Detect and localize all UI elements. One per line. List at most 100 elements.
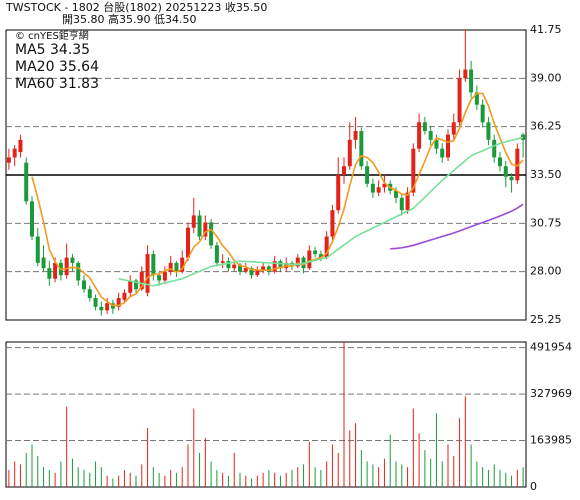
candle-body xyxy=(122,292,127,300)
candle-body xyxy=(41,257,46,269)
candle-body xyxy=(134,280,138,290)
candle-body xyxy=(422,122,427,132)
candle-body xyxy=(82,280,86,290)
candle-body xyxy=(214,245,219,263)
y-tick-label: 36.25 xyxy=(530,120,562,133)
candle-body xyxy=(347,139,352,167)
candle-body xyxy=(509,176,514,181)
watermark: © cnYES鉅亨網 xyxy=(15,29,89,42)
candle-body xyxy=(330,210,335,237)
candle-body xyxy=(353,131,358,140)
y-tick-label: 28.00 xyxy=(530,265,562,278)
candle-body xyxy=(365,166,370,184)
y-tick-label: 33.50 xyxy=(530,168,562,181)
candle-body xyxy=(278,261,283,269)
candle-body xyxy=(64,257,69,276)
candle-body xyxy=(411,148,416,193)
ma-line xyxy=(31,92,524,307)
candle-body xyxy=(197,215,202,237)
candle-body xyxy=(99,306,104,311)
candle-body xyxy=(255,269,260,276)
candle-body xyxy=(498,157,502,167)
candle-body xyxy=(180,257,185,272)
candle-body xyxy=(157,275,162,281)
candle-body xyxy=(18,139,23,153)
volume-tick-label: 327969 xyxy=(530,387,572,400)
candle-body xyxy=(232,264,237,269)
candle-body xyxy=(249,268,254,276)
candle-body xyxy=(191,215,196,228)
candle-body xyxy=(480,104,485,123)
candle-body xyxy=(243,268,248,272)
candle-body xyxy=(145,254,150,293)
candle-body xyxy=(12,148,17,158)
volume-panel xyxy=(5,341,527,488)
candle-body xyxy=(399,197,404,211)
ma-line xyxy=(118,136,524,287)
header-line1: TWSTOCK - 1802 台股(1802) 20251223 收35.50 xyxy=(5,0,267,14)
candle-body xyxy=(30,201,34,237)
candle-body xyxy=(324,236,329,258)
candle-body xyxy=(128,280,133,293)
candle-body xyxy=(6,157,11,163)
candle-body xyxy=(209,222,214,246)
candle-body xyxy=(318,254,323,258)
candle-body xyxy=(24,162,29,202)
candle-body xyxy=(359,131,364,167)
candle-body xyxy=(238,264,242,272)
candle-body xyxy=(440,148,445,158)
candle-body xyxy=(457,78,462,123)
candle-body xyxy=(35,236,40,263)
y-tick-label: 41.75 xyxy=(530,23,562,36)
candle-body xyxy=(463,69,468,79)
candle-body xyxy=(451,122,456,135)
candle-body xyxy=(428,131,433,140)
candle-body xyxy=(405,192,410,211)
candle-body xyxy=(492,139,497,158)
candle-body xyxy=(70,257,75,263)
candle-body xyxy=(186,227,190,258)
candle-body xyxy=(87,289,92,299)
candle-body xyxy=(226,261,231,269)
candle-body xyxy=(394,190,398,198)
candle-body xyxy=(469,69,474,93)
candle-body xyxy=(307,250,312,269)
y-tick-label: 30.75 xyxy=(530,216,562,229)
y-tick-label: 39.00 xyxy=(530,71,562,84)
y-tick-label: 25.25 xyxy=(530,313,562,326)
header-line2: 開35.80 高35.90 低34.50 xyxy=(62,12,196,26)
candle-body xyxy=(370,183,375,193)
candle-body xyxy=(434,139,439,149)
candle-body xyxy=(139,271,144,290)
candle-body xyxy=(295,257,300,267)
candle-body xyxy=(417,122,422,149)
candle-body xyxy=(486,122,491,140)
legend-entry: MA20 35.64 xyxy=(15,59,99,75)
candle-body xyxy=(503,166,508,177)
volume-tick-label: 0 xyxy=(530,480,537,493)
candle-body xyxy=(515,148,520,181)
candle-body xyxy=(93,298,98,307)
candle-body xyxy=(261,266,266,270)
candle-body xyxy=(266,266,271,272)
ma-line xyxy=(390,203,524,250)
candle-body xyxy=(47,268,52,279)
candle-body xyxy=(336,175,341,211)
candle-body xyxy=(313,250,318,255)
legend-entry: MA5 34.35 xyxy=(15,42,90,58)
volume-tick-label: 163985 xyxy=(530,434,572,447)
candle-body xyxy=(376,187,381,193)
candle-body xyxy=(162,271,167,281)
candle-body xyxy=(382,183,387,188)
candle-body xyxy=(105,303,110,311)
candle-body xyxy=(521,134,526,140)
legend-entry: MA60 31.83 xyxy=(15,76,99,92)
candle-body xyxy=(342,166,346,175)
candle-body xyxy=(220,261,225,263)
candle-body xyxy=(474,92,479,105)
candle-body xyxy=(168,262,173,272)
candle-body xyxy=(203,222,208,237)
candle-body xyxy=(272,261,277,272)
candle-body xyxy=(446,134,450,158)
